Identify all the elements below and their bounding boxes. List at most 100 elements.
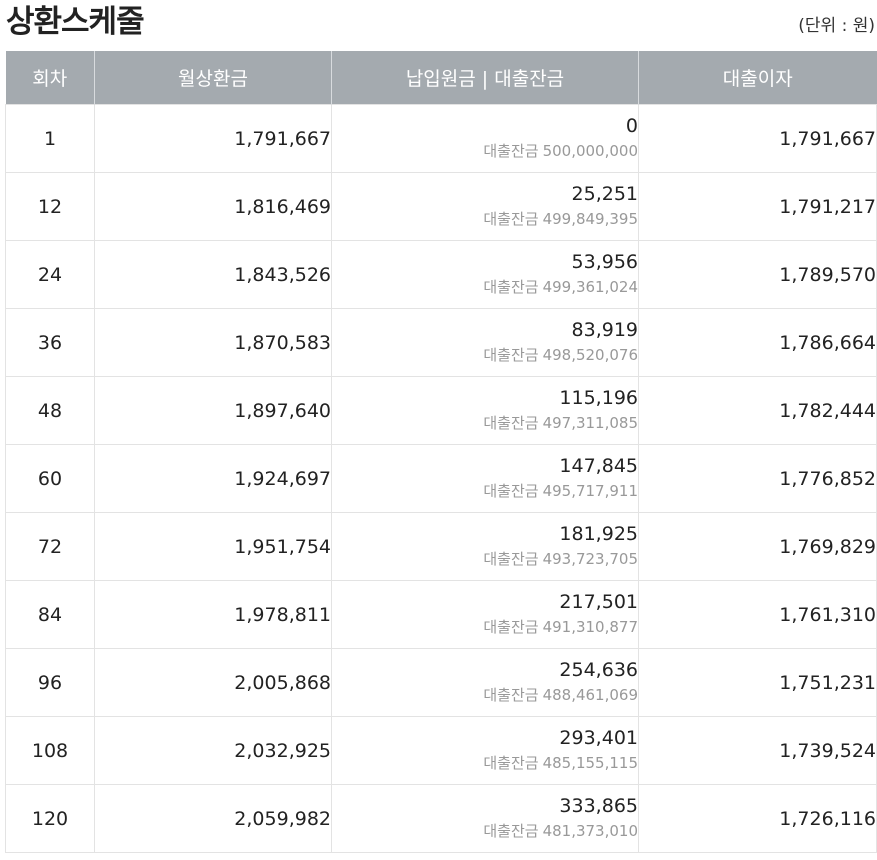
cell-monthly-payment: 2,059,982 <box>94 784 332 853</box>
cell-principal-balance: 115,196 대출잔금 497,311,085 <box>331 376 639 445</box>
cell-monthly-payment: 1,978,811 <box>94 580 332 649</box>
balance-line: 대출잔금 493,723,705 <box>332 547 638 572</box>
balance-line: 대출잔금 499,361,024 <box>332 275 638 300</box>
balance-label: 대출잔금 <box>483 481 539 500</box>
cell-interest: 1,769,829 <box>638 512 877 581</box>
cell-monthly-payment: 1,870,583 <box>94 308 332 377</box>
table-row: 96 2,005,868 254,636 대출잔금 488,461,069 1,751,2… <box>5 648 877 717</box>
cell-monthly-payment: 1,791,667 <box>94 104 332 173</box>
cell-monthly-payment: 1,843,526 <box>94 240 332 309</box>
balance-line: 대출잔금 485,155,115 <box>332 751 638 776</box>
table-header-row: 회차 월상환금 납입원금 | 대출잔금 대출이자 <box>5 51 877 105</box>
cell-round: 24 <box>5 240 95 309</box>
unit-note: (단위 : 원) <box>798 16 875 36</box>
cell-monthly-payment: 1,816,469 <box>94 172 332 241</box>
cell-round: 96 <box>5 648 95 717</box>
header-principal-balance: 납입원금 | 대출잔금 <box>331 51 639 105</box>
balance-line: 대출잔금 481,373,010 <box>332 819 638 844</box>
cell-round: 1 <box>5 104 95 173</box>
principal-amount: 0 <box>625 114 638 137</box>
cell-interest: 1,726,116 <box>638 784 877 853</box>
cell-principal-balance: 293,401 대출잔금 485,155,115 <box>331 716 639 785</box>
table-row: 12 1,816,469 25,251 대출잔금 499,849,395 1,791,21… <box>5 172 877 241</box>
balance-label: 대출잔금 <box>483 209 539 228</box>
principal-amount: 254,636 <box>559 658 638 681</box>
balance-amount: 495,717,911 <box>542 481 638 500</box>
balance-line: 대출잔금 495,717,911 <box>332 479 638 504</box>
table-row: 108 2,032,925 293,401 대출잔금 485,155,115 1,739,… <box>5 716 877 785</box>
balance-label: 대출잔금 <box>483 685 539 704</box>
balance-line: 대출잔금 488,461,069 <box>332 683 638 708</box>
balance-line: 대출잔금 491,310,877 <box>332 615 638 640</box>
cell-interest: 1,739,524 <box>638 716 877 785</box>
cell-monthly-payment: 1,951,754 <box>94 512 332 581</box>
cell-principal-balance: 53,956 대출잔금 499,361,024 <box>331 240 639 309</box>
balance-amount: 488,461,069 <box>542 685 638 704</box>
balance-label: 대출잔금 <box>483 549 539 568</box>
cell-interest: 1,791,667 <box>638 104 877 173</box>
balance-amount: 491,310,877 <box>542 617 638 636</box>
cell-interest: 1,791,217 <box>638 172 877 241</box>
header-round: 회차 <box>5 51 95 105</box>
cell-round: 60 <box>5 444 95 513</box>
cell-principal-balance: 147,845 대출잔금 495,717,911 <box>331 444 639 513</box>
balance-line: 대출잔금 499,849,395 <box>332 207 638 232</box>
principal-amount: 25,251 <box>571 182 638 205</box>
table-row: 60 1,924,697 147,845 대출잔금 495,717,911 1,776,8… <box>5 444 877 513</box>
cell-round: 12 <box>5 172 95 241</box>
balance-label: 대출잔금 <box>483 141 539 160</box>
title-bar: 상환스케줄 (단위 : 원) <box>0 0 877 50</box>
principal-amount: 181,925 <box>559 522 638 545</box>
principal-amount: 333,865 <box>559 794 638 817</box>
table-row: 120 2,059,982 333,865 대출잔금 481,373,010 1,726,… <box>5 784 877 853</box>
balance-amount: 499,849,395 <box>542 209 638 228</box>
page-title: 상환스케줄 <box>6 4 145 40</box>
cell-round: 108 <box>5 716 95 785</box>
principal-amount: 115,196 <box>559 386 638 409</box>
principal-amount: 147,845 <box>559 454 638 477</box>
cell-principal-balance: 25,251 대출잔금 499,849,395 <box>331 172 639 241</box>
balance-label: 대출잔금 <box>483 413 539 432</box>
principal-amount: 53,956 <box>571 250 638 273</box>
repayment-schedule-table: 회차 월상환금 납입원금 | 대출잔금 대출이자 1 1,791,667 0 대출잔금… <box>5 51 877 853</box>
cell-round: 120 <box>5 784 95 853</box>
cell-interest: 1,776,852 <box>638 444 877 513</box>
table-row: 1 1,791,667 0 대출잔금 500,000,000 1,791,667 <box>5 104 877 173</box>
balance-label: 대출잔금 <box>483 821 539 840</box>
cell-round: 36 <box>5 308 95 377</box>
balance-amount: 481,373,010 <box>542 821 638 840</box>
cell-interest: 1,789,570 <box>638 240 877 309</box>
balance-label: 대출잔금 <box>483 345 539 364</box>
table-body: 1 1,791,667 0 대출잔금 500,000,000 1,791,667 12 1,8… <box>5 104 877 853</box>
balance-label: 대출잔금 <box>483 617 539 636</box>
cell-principal-balance: 217,501 대출잔금 491,310,877 <box>331 580 639 649</box>
cell-round: 72 <box>5 512 95 581</box>
balance-amount: 498,520,076 <box>542 345 638 364</box>
cell-round: 84 <box>5 580 95 649</box>
cell-interest: 1,782,444 <box>638 376 877 445</box>
table-row: 84 1,978,811 217,501 대출잔금 491,310,877 1,761,3… <box>5 580 877 649</box>
balance-amount: 497,311,085 <box>542 413 638 432</box>
cell-interest: 1,761,310 <box>638 580 877 649</box>
cell-principal-balance: 181,925 대출잔금 493,723,705 <box>331 512 639 581</box>
cell-interest: 1,786,664 <box>638 308 877 377</box>
balance-label: 대출잔금 <box>483 277 539 296</box>
balance-line: 대출잔금 498,520,076 <box>332 343 638 368</box>
cell-monthly-payment: 1,897,640 <box>94 376 332 445</box>
table-row: 36 1,870,583 83,919 대출잔금 498,520,076 1,786,66… <box>5 308 877 377</box>
cell-monthly-payment: 2,032,925 <box>94 716 332 785</box>
table-row: 24 1,843,526 53,956 대출잔금 499,361,024 1,789,57… <box>5 240 877 309</box>
balance-amount: 500,000,000 <box>542 141 638 160</box>
cell-principal-balance: 254,636 대출잔금 488,461,069 <box>331 648 639 717</box>
table-row: 48 1,897,640 115,196 대출잔금 497,311,085 1,782,4… <box>5 376 877 445</box>
principal-amount: 83,919 <box>571 318 638 341</box>
cell-principal-balance: 0 대출잔금 500,000,000 <box>331 104 639 173</box>
cell-interest: 1,751,231 <box>638 648 877 717</box>
balance-amount: 485,155,115 <box>542 753 638 772</box>
balance-amount: 499,361,024 <box>542 277 638 296</box>
principal-amount: 293,401 <box>559 726 638 749</box>
cell-round: 48 <box>5 376 95 445</box>
table-row: 72 1,951,754 181,925 대출잔금 493,723,705 1,769,8… <box>5 512 877 581</box>
header-interest: 대출이자 <box>638 51 877 105</box>
header-monthly-payment: 월상환금 <box>94 51 332 105</box>
